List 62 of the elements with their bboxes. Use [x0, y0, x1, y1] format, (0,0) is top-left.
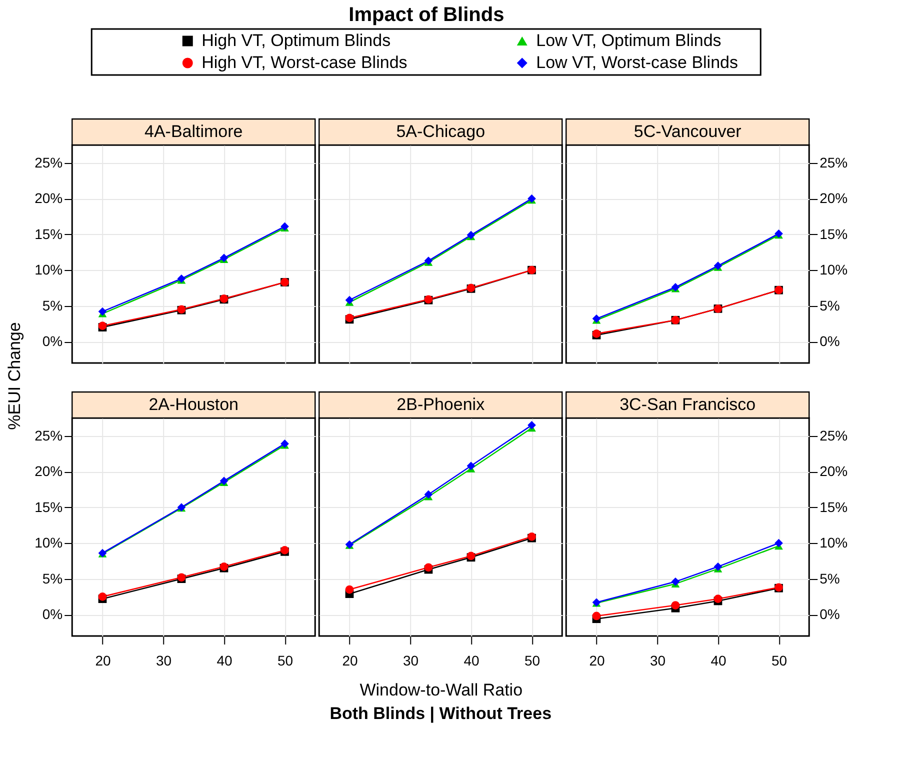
- x-tick-label: 20: [95, 652, 111, 668]
- y-tick-label: 15%: [34, 498, 63, 515]
- y-tick-label: 20%: [34, 190, 63, 206]
- y-tick-label: 25%: [820, 154, 848, 170]
- chart-title: 5A-Chicago: [396, 122, 486, 141]
- legend-label: High VT, Optimum Blinds: [202, 31, 391, 50]
- legend-label: High VT, Worst-case Blinds: [202, 53, 408, 72]
- x-tick-label: 40: [216, 652, 232, 668]
- y-tick-label: 25%: [34, 427, 63, 444]
- y-tick-label: 0%: [42, 333, 63, 350]
- y-tick-label: 20%: [34, 463, 63, 480]
- x-tick-label: 20: [589, 652, 605, 668]
- x-tick-label: 30: [402, 652, 419, 668]
- x-tick-label: 40: [710, 652, 726, 668]
- y-tick-label: 10%: [34, 534, 63, 551]
- x-tick-label: 40: [464, 652, 480, 668]
- y-tick-label: 0%: [820, 333, 840, 350]
- y-tick-label: 15%: [820, 498, 848, 515]
- y-tick-label: 10%: [820, 534, 848, 551]
- chart-title: 2A-Houston: [148, 395, 239, 414]
- x-tick-label: 20: [342, 652, 358, 668]
- point: [671, 601, 680, 610]
- y-tick-label: 0%: [42, 606, 63, 622]
- y-tick-label: 25%: [820, 427, 848, 444]
- y-axis-title: %EUI Change: [5, 322, 24, 430]
- y-tick-label: 0%: [820, 606, 840, 622]
- point: [528, 420, 536, 430]
- x-tick-label: 50: [524, 652, 540, 668]
- x-tick-label: 30: [156, 652, 172, 668]
- chart-title: 5C-Vancouver: [634, 122, 742, 141]
- y-tick-label: 5%: [820, 297, 840, 314]
- y-tick-label: 20%: [820, 190, 848, 206]
- chart-title: 3C-San Francisco: [620, 395, 756, 414]
- point: [774, 538, 783, 548]
- point: [98, 592, 107, 601]
- point: [424, 490, 433, 499]
- text: Both Blinds | Without Trees: [330, 704, 552, 723]
- y-tick-label: 10%: [820, 262, 848, 278]
- point: [671, 577, 680, 586]
- point: [466, 462, 476, 470]
- point: [345, 585, 354, 594]
- y-tick-label: 5%: [42, 297, 63, 314]
- text: Impact of Blinds: [348, 4, 504, 26]
- y-tick-label: 5%: [820, 570, 840, 586]
- legend-label: Low VT, Worst-case Blinds: [536, 53, 738, 72]
- x-tick-label: 30: [650, 652, 666, 668]
- chart-title: 4A-Baltimore: [144, 122, 243, 141]
- legend-label: Low VT, Optimum Blinds: [536, 31, 722, 50]
- point: [714, 562, 722, 571]
- point: [345, 296, 354, 304]
- y-tick-label: 15%: [820, 226, 848, 242]
- y-tick-label: 25%: [34, 154, 63, 170]
- x-tick-label: 50: [771, 652, 788, 668]
- chart-title: 2B-Phoenix: [396, 395, 486, 414]
- x-axis-title: Window-to-Wall Ratio: [360, 680, 523, 700]
- y-tick-label: 20%: [820, 463, 848, 480]
- x-tick-label: 50: [277, 652, 294, 668]
- y-tick-label: 5%: [42, 570, 63, 586]
- y-tick-label: 10%: [34, 262, 63, 278]
- point: [592, 612, 601, 620]
- y-tick-label: 15%: [34, 226, 63, 242]
- point: [98, 307, 107, 316]
